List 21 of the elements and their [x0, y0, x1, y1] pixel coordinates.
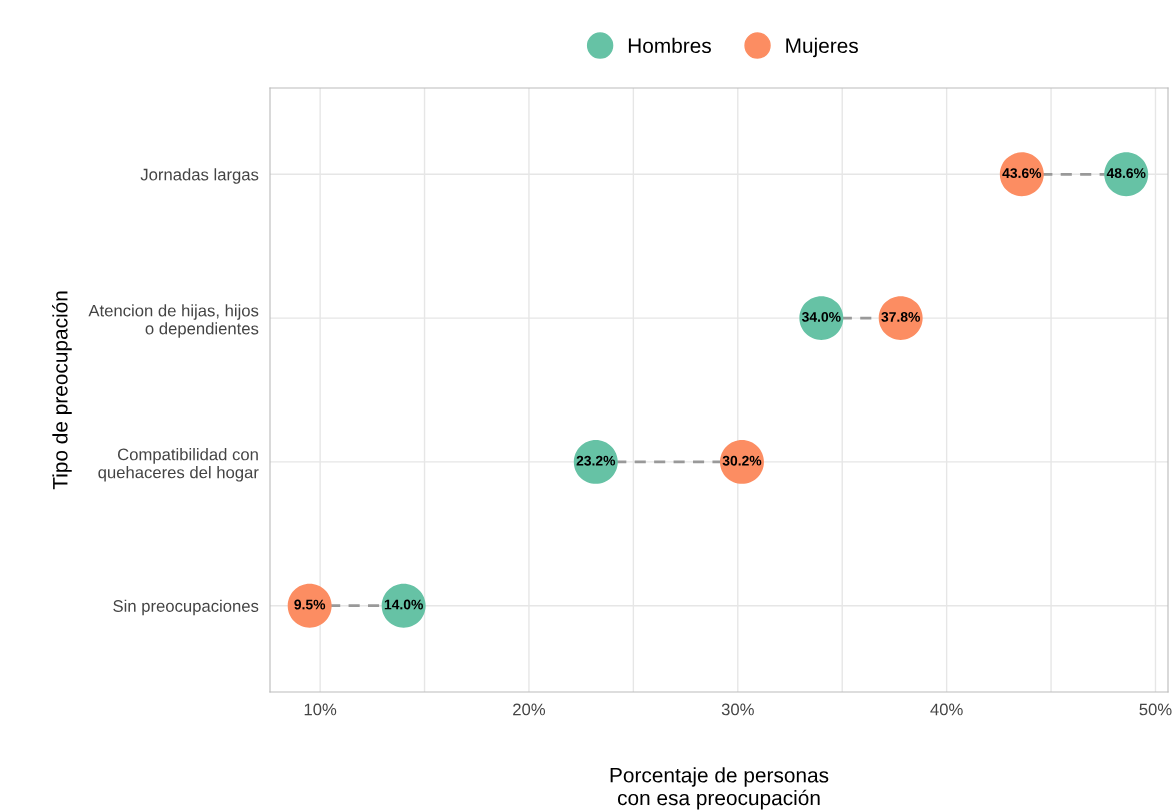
data-label: 37.8%: [881, 311, 921, 322]
x-tick-label: 40%: [930, 703, 963, 716]
data-label: 9.5%: [294, 599, 326, 610]
data-label: 34.0%: [801, 311, 841, 322]
x-axis-title: Porcentaje de personas con esa preocupación: [610, 767, 829, 810]
data-label: 30.2%: [722, 455, 762, 466]
y-tick-label: Sin preocupaciones: [113, 599, 259, 616]
data-label: 48.6%: [1106, 168, 1146, 179]
legend-label: Mujeres: [786, 37, 858, 58]
data-label: 23.2%: [576, 455, 616, 466]
x-tick-label: 30%: [721, 703, 754, 716]
data-label: 43.6%: [1002, 168, 1042, 179]
x-tick-label: 50%: [1139, 703, 1172, 716]
legend-label: Hombres: [628, 37, 711, 54]
y-axis-title: Tipo de preocupación: [52, 291, 72, 490]
x-tick-label: 20%: [513, 703, 546, 716]
data-label: 14.0%: [384, 599, 423, 610]
y-tick-label: Jornadas largas: [140, 168, 259, 184]
y-tick-label: Atencion de hijas, hijos o dependientes: [88, 304, 259, 338]
y-tick-label: Compatibilidad con quehaceres del hogar: [98, 448, 259, 482]
x-tick-label: 10%: [304, 703, 337, 716]
